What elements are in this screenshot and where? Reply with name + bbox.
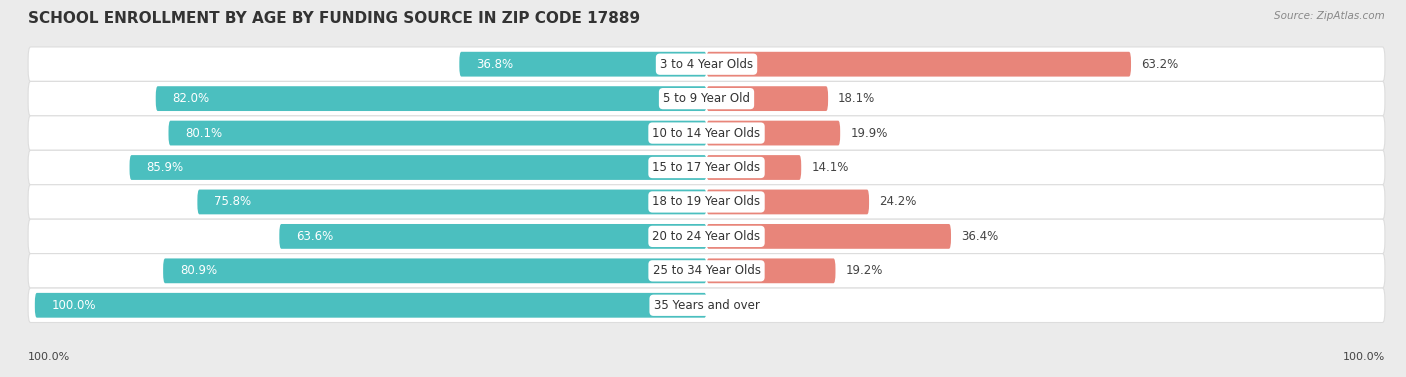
Text: 14.1%: 14.1% bbox=[811, 161, 849, 174]
Text: 25 to 34 Year Olds: 25 to 34 Year Olds bbox=[652, 264, 761, 277]
Text: 18.1%: 18.1% bbox=[838, 92, 876, 105]
Text: 5 to 9 Year Old: 5 to 9 Year Old bbox=[664, 92, 749, 105]
FancyBboxPatch shape bbox=[28, 81, 1385, 116]
Text: 15 to 17 Year Olds: 15 to 17 Year Olds bbox=[652, 161, 761, 174]
FancyBboxPatch shape bbox=[707, 86, 828, 111]
Text: 35 Years and over: 35 Years and over bbox=[654, 299, 759, 312]
Text: 82.0%: 82.0% bbox=[173, 92, 209, 105]
Text: 36.8%: 36.8% bbox=[477, 58, 513, 70]
Text: 100.0%: 100.0% bbox=[52, 299, 96, 312]
Text: 75.8%: 75.8% bbox=[214, 195, 252, 208]
FancyBboxPatch shape bbox=[129, 155, 707, 180]
Text: 18 to 19 Year Olds: 18 to 19 Year Olds bbox=[652, 195, 761, 208]
FancyBboxPatch shape bbox=[169, 121, 707, 146]
Text: 63.2%: 63.2% bbox=[1142, 58, 1178, 70]
FancyBboxPatch shape bbox=[707, 259, 835, 283]
Text: 63.6%: 63.6% bbox=[297, 230, 333, 243]
FancyBboxPatch shape bbox=[163, 259, 707, 283]
FancyBboxPatch shape bbox=[197, 190, 707, 215]
Text: 24.2%: 24.2% bbox=[879, 195, 917, 208]
Legend: Public School, Private School: Public School, Private School bbox=[588, 374, 825, 377]
FancyBboxPatch shape bbox=[707, 190, 869, 215]
FancyBboxPatch shape bbox=[28, 116, 1385, 150]
Text: 80.9%: 80.9% bbox=[180, 264, 217, 277]
FancyBboxPatch shape bbox=[28, 254, 1385, 288]
FancyBboxPatch shape bbox=[156, 86, 707, 111]
FancyBboxPatch shape bbox=[707, 121, 841, 146]
Text: 36.4%: 36.4% bbox=[962, 230, 998, 243]
FancyBboxPatch shape bbox=[28, 185, 1385, 219]
FancyBboxPatch shape bbox=[28, 219, 1385, 254]
Text: Source: ZipAtlas.com: Source: ZipAtlas.com bbox=[1274, 11, 1385, 21]
Text: 19.2%: 19.2% bbox=[845, 264, 883, 277]
Text: 10 to 14 Year Olds: 10 to 14 Year Olds bbox=[652, 127, 761, 139]
Text: 100.0%: 100.0% bbox=[1343, 352, 1385, 362]
FancyBboxPatch shape bbox=[707, 155, 801, 180]
Text: 3 to 4 Year Olds: 3 to 4 Year Olds bbox=[659, 58, 754, 70]
Text: 19.9%: 19.9% bbox=[851, 127, 887, 139]
FancyBboxPatch shape bbox=[28, 47, 1385, 81]
Text: 100.0%: 100.0% bbox=[28, 352, 70, 362]
FancyBboxPatch shape bbox=[28, 288, 1385, 322]
Text: SCHOOL ENROLLMENT BY AGE BY FUNDING SOURCE IN ZIP CODE 17889: SCHOOL ENROLLMENT BY AGE BY FUNDING SOUR… bbox=[28, 11, 640, 26]
FancyBboxPatch shape bbox=[28, 150, 1385, 185]
FancyBboxPatch shape bbox=[707, 52, 1130, 77]
FancyBboxPatch shape bbox=[280, 224, 707, 249]
FancyBboxPatch shape bbox=[460, 52, 707, 77]
FancyBboxPatch shape bbox=[35, 293, 707, 318]
Text: 0.0%: 0.0% bbox=[717, 299, 747, 312]
Text: 85.9%: 85.9% bbox=[146, 161, 183, 174]
FancyBboxPatch shape bbox=[707, 224, 950, 249]
Text: 80.1%: 80.1% bbox=[186, 127, 222, 139]
Text: 20 to 24 Year Olds: 20 to 24 Year Olds bbox=[652, 230, 761, 243]
